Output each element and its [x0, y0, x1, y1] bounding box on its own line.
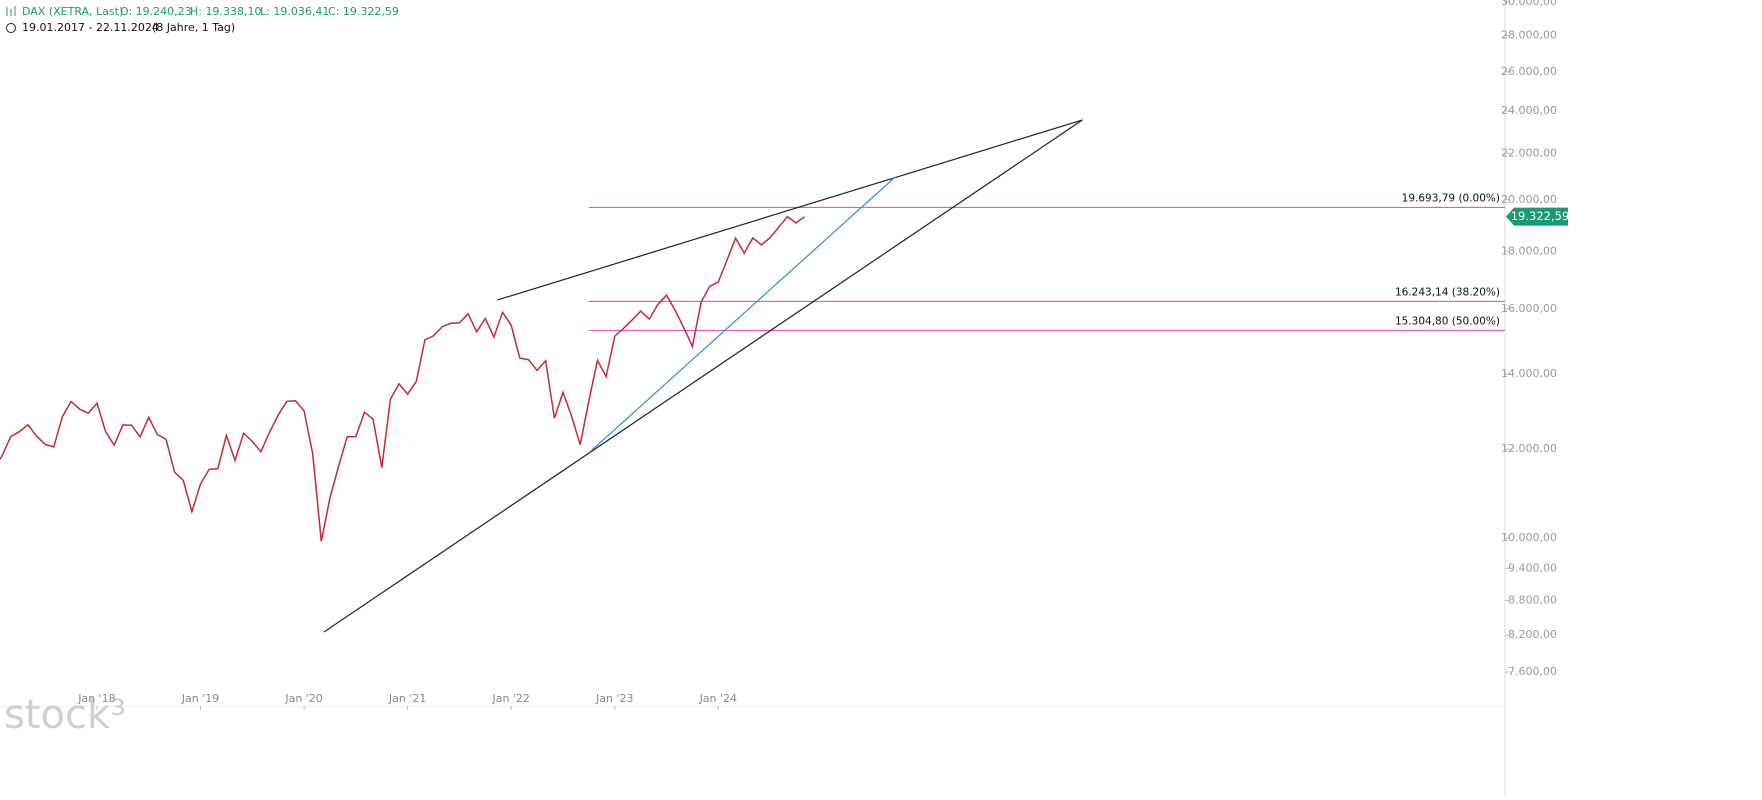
y-tick-label: 20.000,00	[1501, 193, 1557, 206]
y-tick-label: 12.000,00	[1501, 442, 1557, 455]
date-range: 19.01.2017 - 22.11.2024	[22, 21, 159, 34]
y-tick-label: 8.200,00	[1508, 628, 1557, 641]
y-tick-label: 9.400,00	[1508, 561, 1557, 574]
trendline	[497, 119, 1083, 301]
y-tick-label: 22.000,00	[1501, 146, 1557, 159]
logo: stock³	[4, 692, 126, 738]
x-tick-label: Jan '19	[181, 692, 219, 705]
x-tick-label: Jan '18	[77, 692, 115, 705]
instrument: DAX (XETRA, Last)	[22, 5, 123, 18]
ohlc-low: L: 19.036,41	[260, 5, 329, 18]
trendline	[323, 119, 1083, 633]
x-tick-label: Jan '20	[284, 692, 322, 705]
y-tick-label: 24.000,00	[1501, 104, 1557, 117]
clock-icon	[6, 23, 16, 33]
x-tick-label: Jan '23	[595, 692, 633, 705]
price-line	[0, 215, 806, 542]
price-tag-label: 19.322,59	[1511, 209, 1570, 223]
y-tick-label: 16.000,00	[1501, 302, 1557, 315]
x-tick-label: Jan '24	[699, 692, 737, 705]
y-tick-label: 30.000,00	[1501, 0, 1557, 8]
ohlc-high: H: 19.338,10	[190, 5, 261, 18]
fib-label: 16.243,14 (38.20%)	[1395, 286, 1500, 298]
y-tick-label: 18.000,00	[1501, 244, 1557, 257]
x-tick-label: Jan '22	[491, 692, 529, 705]
y-tick-label: 10.000,00	[1501, 531, 1557, 544]
y-tick-label: 14.000,00	[1501, 367, 1557, 380]
price-tag	[1506, 207, 1568, 226]
y-tick-label: 26.000,00	[1501, 65, 1557, 78]
x-tick-label: Jan '21	[388, 692, 426, 705]
y-tick-label: 8.800,00	[1508, 594, 1557, 607]
fib-label: 19.693,79 (0.00%)	[1402, 192, 1500, 204]
trendline	[588, 176, 896, 454]
fib-label: 15.304,80 (50.00%)	[1395, 315, 1500, 327]
date-span: (8 Jahre, 1 Tag)	[152, 21, 235, 34]
y-tick-label: 28.000,00	[1501, 29, 1557, 42]
ohlc-close: C: 19.322,59	[328, 5, 399, 18]
ohlc-open: O: 19.240,23	[120, 5, 192, 18]
y-tick-label: 7.600,00	[1508, 665, 1557, 678]
bars-icon	[6, 6, 16, 16]
